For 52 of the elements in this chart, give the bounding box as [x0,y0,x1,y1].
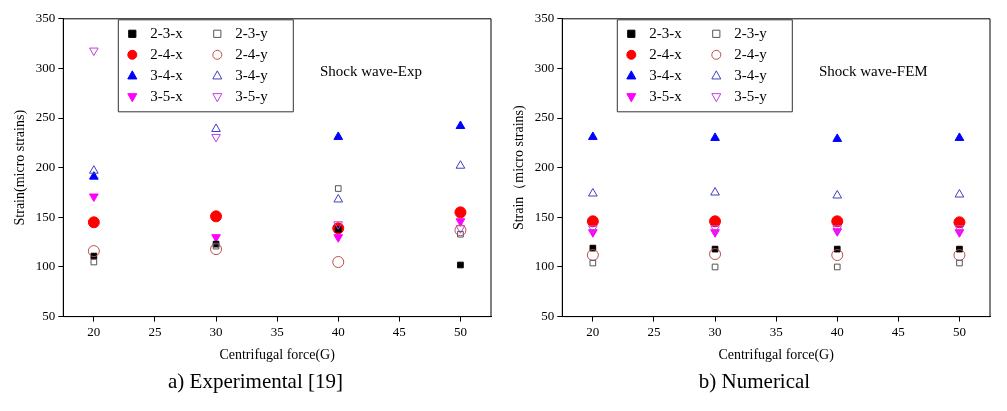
x-tick-label: 50 [453,323,467,339]
text: Shock wave-Exp [319,63,422,80]
y-tick-label: 300 [534,59,555,75]
x-tick-label: 25 [148,323,162,339]
legend-label: 2-3-y [235,24,269,41]
y-tick-label: 250 [534,109,555,125]
legend-label: 2-4-y [734,45,768,62]
x-tick-label: 30 [708,323,722,339]
legend-label: 2-3-y [734,24,768,41]
y-tick-label: 350 [35,10,56,26]
y-tick-label: 50 [42,308,56,324]
y-tick-label: 200 [35,159,56,175]
legend-label: 3-4-x [649,66,683,83]
x-tick-label: 40 [830,323,844,339]
legend-label: 2-4-x [649,45,683,62]
y-tick-label: 150 [35,208,56,224]
legend-label: 2-3-x [649,24,683,41]
legend-label: 3-4-y [734,66,768,83]
x-tick-label: 40 [331,323,345,339]
y-tick-label: 350 [534,10,555,26]
x-tick-label: 20 [87,323,101,339]
x-axis-title: Centrifugal force(G) [718,347,835,364]
y-tick-label: 100 [534,258,555,274]
x-tick-label: 35 [270,323,284,339]
legend-label: 3-5-x [649,87,683,104]
legend-label: 3-5-y [235,87,269,104]
y-axis-title: Strain（micro strains) [511,104,528,231]
legend-label: 3-4-x [150,66,184,83]
x-tick-label: 50 [952,323,966,339]
x-tick-label: 35 [769,323,783,339]
y-tick-label: 200 [534,159,555,175]
text: b) Numerical [698,368,811,394]
legend-label: 3-4-y [235,66,269,83]
y-tick-label: 50 [541,308,555,324]
x-axis-title: Centrifugal force(G) [219,347,336,364]
x-tick-label: 45 [392,323,406,339]
x-tick-label: 45 [891,323,905,339]
legend-label: 2-3-x [150,24,184,41]
legend-label: 2-4-x [150,45,184,62]
y-tick-label: 250 [35,109,56,125]
text: Shock wave-FEM [818,63,928,80]
text: a) Experimental [19] [168,368,343,394]
x-tick-label: 20 [586,323,600,339]
y-axis-title: Strain(micro strains) [12,109,29,226]
x-tick-label: 25 [647,323,661,339]
legend-label: 3-5-y [734,87,768,104]
y-tick-label: 300 [35,59,56,75]
x-tick-label: 30 [209,323,223,339]
legend-label: 2-4-y [235,45,269,62]
legend-label: 3-5-x [150,87,184,104]
y-tick-label: 150 [534,208,555,224]
y-tick-label: 100 [35,258,56,274]
